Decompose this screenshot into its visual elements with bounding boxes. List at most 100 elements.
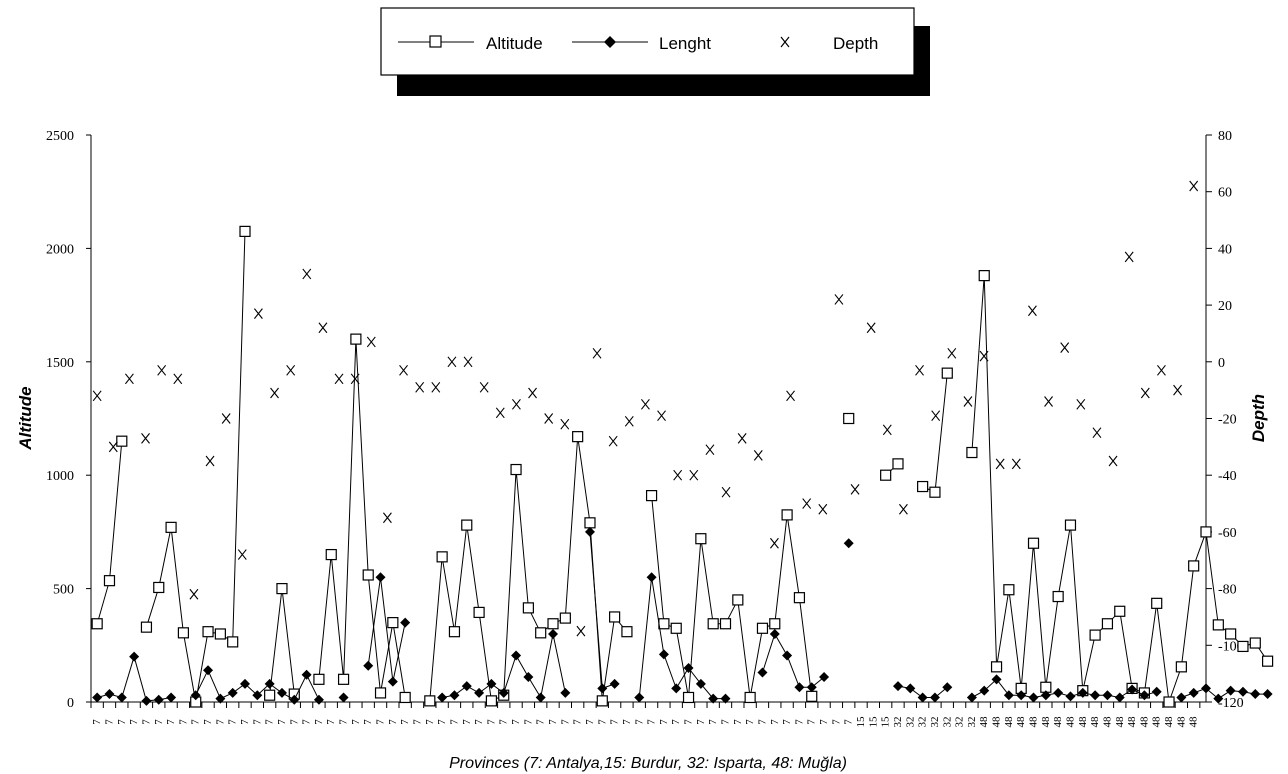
length-point: [92, 692, 103, 703]
legend-depth-marker: [780, 36, 790, 48]
depth-point: [882, 424, 892, 436]
length-point: [153, 694, 164, 705]
altitude-point: [103, 575, 116, 587]
legend-length-marker: [604, 36, 616, 48]
altitude-point: [682, 691, 695, 704]
depth-point: [189, 588, 199, 600]
length-point: [1040, 690, 1051, 701]
altitude-line: [96, 441, 123, 624]
x-tick-label: 7: [116, 719, 128, 725]
x-tick-label: 32: [941, 717, 953, 728]
depth-point: [737, 433, 747, 444]
legend-depth-label: Depth: [833, 34, 878, 53]
y2-tick-label: -60: [1218, 526, 1237, 541]
length-point: [708, 693, 719, 704]
length-line: [589, 531, 615, 690]
depth-point: [560, 418, 570, 430]
length-point: [252, 690, 263, 701]
x-tick-label: 7: [793, 719, 805, 725]
y2-tick-label: -20: [1218, 413, 1237, 428]
x-tick-label: 7: [658, 719, 670, 725]
x-tick-label: 7: [621, 719, 633, 725]
depth-point: [1140, 387, 1150, 399]
x-tick-label: 7: [190, 719, 202, 725]
depth-point: [769, 537, 779, 549]
x-tick-label: 7: [461, 719, 473, 725]
x-tick-label: 7: [177, 719, 189, 725]
depth-point: [318, 322, 328, 334]
x-tick-label: 7: [473, 719, 485, 725]
x-tick-label: 7: [436, 719, 448, 725]
depth-point: [447, 356, 457, 368]
length-point: [449, 690, 460, 701]
altitude-point: [153, 581, 165, 594]
depth-point: [157, 364, 167, 376]
x-tick-label: 7: [350, 719, 362, 725]
x-tick-label: 7: [227, 719, 239, 725]
depth-point: [92, 390, 102, 402]
altitude-point: [707, 618, 719, 630]
altitude-point: [227, 636, 239, 648]
x-tick-label: 7: [214, 719, 226, 725]
altitude-line: [922, 373, 948, 493]
depth-point: [334, 373, 344, 385]
x-tick-label: 7: [338, 719, 350, 725]
x-tick-label: 48: [1101, 716, 1113, 728]
x-tick-label: 32: [917, 717, 929, 728]
length-point: [634, 692, 645, 703]
x-tick-label: 7: [251, 719, 263, 725]
altitude-point: [461, 519, 473, 531]
depth-point: [415, 381, 425, 393]
altitude-point: [880, 469, 892, 481]
length-point: [1077, 687, 1088, 698]
altitude-point: [1188, 560, 1200, 572]
depth-point: [382, 512, 392, 524]
x-tick-label: 7: [732, 719, 744, 725]
length-point: [658, 649, 669, 660]
altitude-point: [572, 431, 584, 443]
length-point: [1188, 687, 1199, 698]
x-tick-label: 15: [855, 716, 867, 728]
depth-point: [931, 410, 941, 422]
x-tick-label: 7: [510, 719, 522, 725]
length-point: [597, 683, 608, 694]
y-axis-title: Altitude: [16, 386, 35, 450]
length-point: [523, 672, 534, 683]
altitude-point: [313, 673, 325, 685]
altitude-point: [941, 367, 953, 379]
depth-point: [1173, 384, 1182, 396]
altitude-point: [978, 270, 990, 282]
altitude-point: [214, 628, 226, 640]
length-point: [227, 687, 238, 698]
length-point: [387, 676, 398, 687]
altitude-point: [1175, 661, 1187, 673]
length-point: [375, 572, 386, 583]
depth-point: [657, 410, 666, 422]
x-tick-label: 48: [1114, 716, 1126, 728]
length-line: [638, 577, 726, 700]
length-point: [313, 694, 324, 705]
length-point: [794, 682, 805, 693]
length-point: [1237, 686, 1248, 697]
length-point: [104, 689, 115, 700]
depth-point: [511, 398, 521, 410]
depth-point: [802, 498, 812, 509]
y2-tick-label: 40: [1218, 242, 1232, 257]
altitude-point: [756, 622, 769, 634]
x-tick-label: 7: [818, 719, 830, 725]
depth-point: [1157, 364, 1166, 376]
y2-tick-label: -80: [1218, 583, 1237, 598]
altitude-line: [145, 231, 246, 703]
depth-point: [592, 347, 602, 359]
length-point: [1053, 687, 1064, 698]
depth-point: [205, 455, 215, 467]
x-tick-label: 7: [411, 719, 423, 725]
x-tick-label: 48: [1015, 716, 1027, 728]
x-tick-label: 7: [535, 719, 547, 725]
length-point: [190, 690, 201, 701]
length-line: [367, 577, 406, 682]
x-tick-label: 7: [781, 719, 793, 725]
altitude-point: [917, 480, 929, 493]
